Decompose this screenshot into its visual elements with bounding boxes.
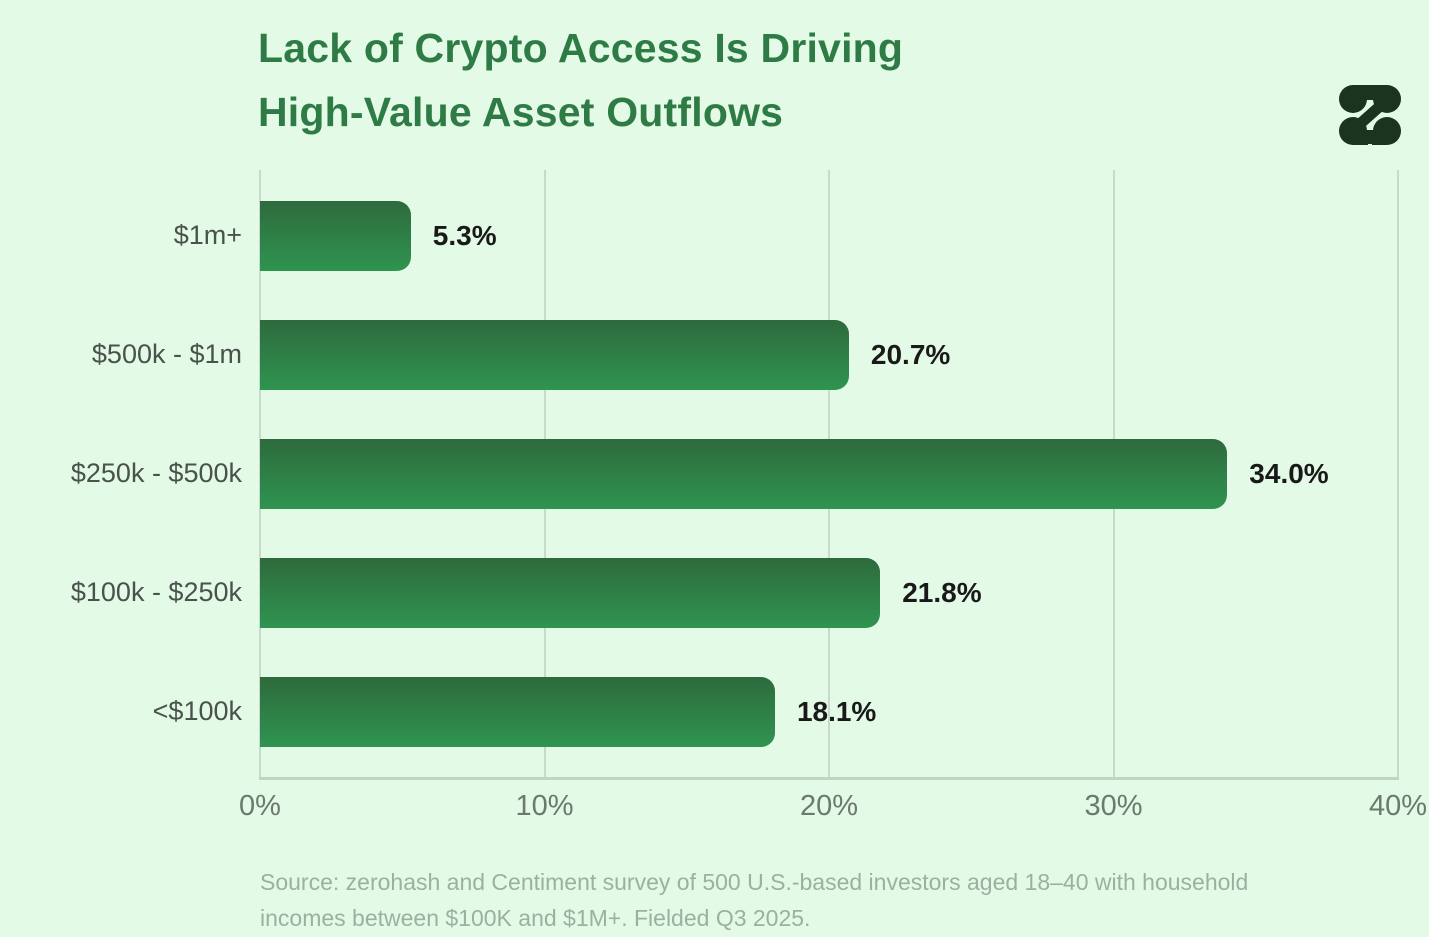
bar-row: <$100k 18.1% <box>0 652 1429 771</box>
bar <box>260 200 411 271</box>
gridline <box>1397 170 1399 778</box>
bar-track: 5.3% <box>260 200 1398 271</box>
bar-track: 34.0% <box>260 438 1398 509</box>
value-label: 5.3% <box>432 219 497 251</box>
source-note: Source: zerohash and Centiment survey of… <box>260 864 1248 936</box>
bar-row: $500k - $1m 20.7% <box>0 295 1429 414</box>
value-label: 34.0% <box>1249 457 1329 489</box>
x-axis: 0% 10% 20% 30% 40% <box>0 790 1429 834</box>
zerohash-logo-icon <box>1339 85 1401 145</box>
category-label: $1m+ <box>173 220 242 250</box>
category-label: $250k - $500k <box>70 458 242 488</box>
bar-chart: $1m+ 5.3% $500k - $1m 20.7% $250k - $500k 34.… <box>0 170 1429 780</box>
value-label: 20.7% <box>870 338 951 370</box>
chart-title-line1: Lack of Crypto Access Is Driving <box>258 25 904 71</box>
bar <box>260 319 849 390</box>
bar <box>260 676 775 747</box>
bar <box>260 557 881 628</box>
value-label: 18.1% <box>796 695 877 727</box>
category-label: $500k - $1m <box>91 339 242 369</box>
bar-track: 20.7% <box>260 319 1398 390</box>
x-tick-label: 30% <box>1084 790 1143 822</box>
bar-rows: $1m+ 5.3% $500k - $1m 20.7% $250k - $500k 34.… <box>0 176 1429 771</box>
value-label: 21.8% <box>902 576 982 608</box>
category-label: <$100k <box>152 696 242 726</box>
bar-track: 18.1% <box>260 676 1398 747</box>
x-tick-label: 40% <box>1368 790 1428 822</box>
chart-title: Lack of Crypto Access Is Driving High-Va… <box>258 16 903 144</box>
bar-track: 21.8% <box>260 557 1398 628</box>
x-tick-label: 20% <box>799 790 859 822</box>
x-axis-line <box>259 777 1399 780</box>
category-label: $100k - $250k <box>70 577 242 607</box>
x-tick-label: 0% <box>239 790 281 822</box>
source-line1: Source: zerohash and Centiment survey of… <box>260 869 1249 895</box>
chart-title-line2: High-Value Asset Outflows <box>258 89 784 135</box>
bar-row: $250k - $500k 34.0% <box>0 414 1429 533</box>
bar-row: $100k - $250k 21.8% <box>0 533 1429 652</box>
source-line2: incomes between $100K and $1M+. Fielded … <box>260 905 811 931</box>
bar-row: $1m+ 5.3% <box>0 176 1429 295</box>
bottom-edge-strip <box>0 937 1429 942</box>
bar <box>260 438 1228 509</box>
x-tick-label: 10% <box>515 790 574 822</box>
